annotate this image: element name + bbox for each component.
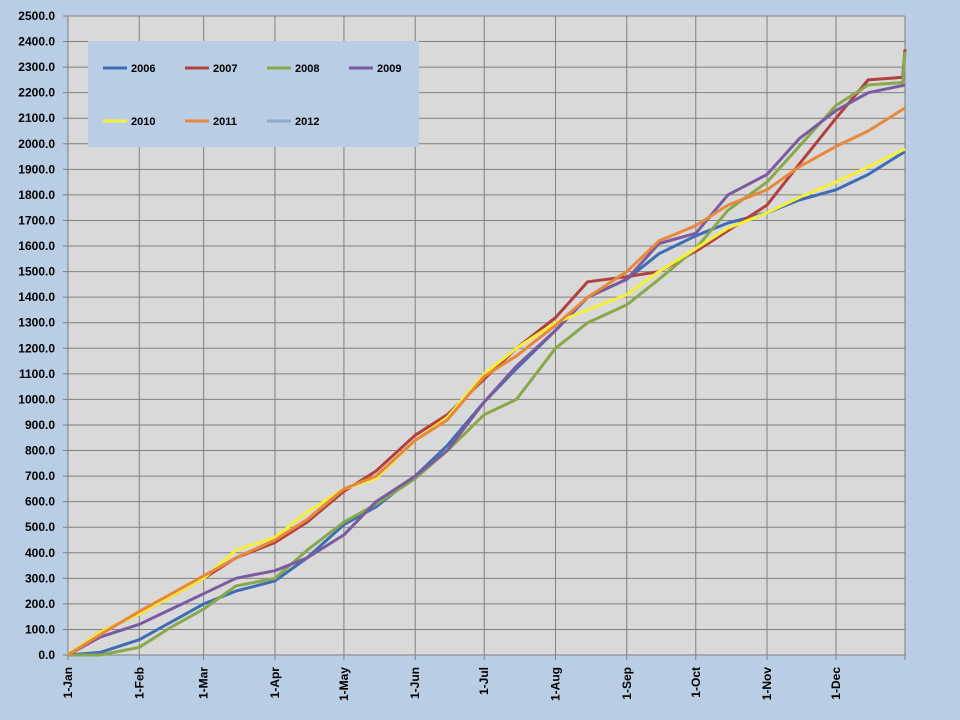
x-tick-label: 1-Aug [548, 667, 562, 701]
y-tick-label: 1300.0 [18, 316, 55, 330]
legend-label-2009: 2009 [377, 63, 401, 75]
y-tick-label: 2000.0 [18, 137, 55, 151]
y-tick-label: 700.0 [25, 469, 55, 483]
legend-label-2008: 2008 [295, 63, 319, 75]
legend-box [88, 41, 419, 147]
y-tick-label: 1800.0 [18, 188, 55, 202]
y-tick-label: 2500.0 [18, 9, 55, 23]
legend-label-2011: 2011 [213, 116, 237, 128]
x-tick-label: 1-May [337, 667, 351, 701]
y-tick-label: 1600.0 [18, 239, 55, 253]
y-tick-label: 100.0 [25, 622, 55, 636]
legend-label-2010: 2010 [131, 116, 155, 128]
y-tick-label: 1200.0 [18, 341, 55, 355]
y-tick-labels: 0.0 100.0 200.0 300.0 400.0 500.0 600.0 700.0 80… [18, 9, 68, 662]
y-tick-label: 0.0 [38, 648, 55, 662]
y-tick-label: 600.0 [25, 495, 55, 509]
y-tick-label: 900.0 [25, 418, 55, 432]
y-tick-label: 2400.0 [18, 35, 55, 49]
x-tick-label: 1-Oct [689, 667, 703, 698]
y-tick-label: 2200.0 [18, 86, 55, 100]
x-tick-label: 1-Jul [477, 667, 491, 695]
y-tick-label: 200.0 [25, 597, 55, 611]
x-tick-labels: 1-Jan 1-Feb 1-Mar 1-Apr 1-May 1-Jun 1-Jul 1-Aug… [61, 655, 906, 701]
series-lines [67, 49, 907, 657]
series-line-2010 [67, 147, 906, 657]
y-tick-label: 300.0 [25, 571, 55, 585]
y-tick-label: 1500.0 [18, 265, 55, 279]
legend: 2006 2007 2008 2009 2010 2011 2012 [88, 41, 419, 147]
x-tick-label: 1-Dec [829, 667, 843, 700]
series-line-2011 [67, 106, 906, 657]
y-tick-label: 500.0 [25, 520, 55, 534]
x-tick-label: 1-Apr [268, 667, 282, 699]
x-tick-label: 1-Feb [132, 667, 146, 699]
y-tick-label: 1400.0 [18, 290, 55, 304]
x-tick-label: 1-Jan [61, 667, 75, 698]
x-tick-label: 1-Sep [620, 667, 634, 700]
x-tick-label: 1-Mar [197, 667, 211, 699]
x-tick-label: 1-Jun [408, 667, 422, 699]
y-tick-label: 2300.0 [18, 60, 55, 74]
y-tick-label: 1900.0 [18, 162, 55, 176]
y-tick-label: 1000.0 [18, 392, 55, 406]
legend-label-2012: 2012 [295, 116, 319, 128]
y-tick-label: 800.0 [25, 444, 55, 458]
x-tick-label: 1-Nov [760, 667, 774, 701]
y-tick-label: 400.0 [25, 546, 55, 560]
series-line-2008 [68, 51, 907, 657]
y-tick-label: 1100.0 [19, 367, 55, 381]
legend-label-2006: 2006 [131, 63, 155, 75]
y-tick-label: 2100.0 [18, 111, 55, 125]
legend-label-2007: 2007 [213, 63, 237, 75]
series-line-2009 [67, 83, 906, 657]
y-tick-label: 1700.0 [18, 213, 55, 227]
